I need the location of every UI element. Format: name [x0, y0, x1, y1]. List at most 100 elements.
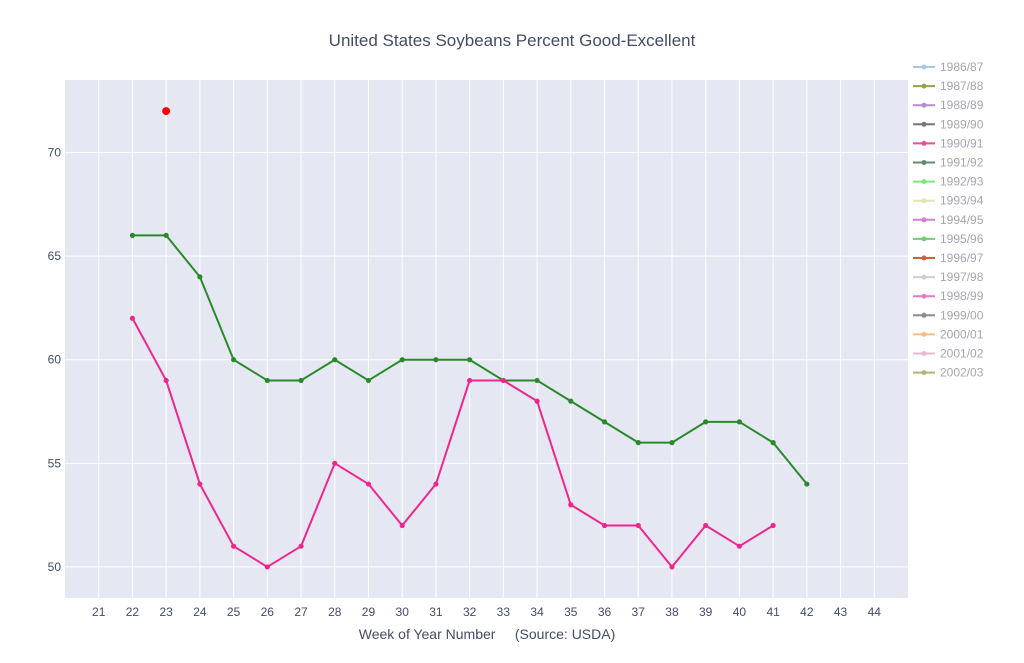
legend-swatch-marker — [921, 83, 927, 89]
x-tick-label: 34 — [530, 605, 544, 619]
x-tick-label: 21 — [92, 605, 106, 619]
legend-item[interactable]: 1987/88 — [913, 79, 984, 93]
legend-swatch-marker — [921, 179, 927, 185]
legend-item[interactable]: 1989/90 — [913, 117, 984, 131]
legend-label: 1996/97 — [940, 251, 984, 265]
series-line — [131, 317, 774, 568]
y-tick-label: 55 — [48, 456, 62, 470]
data-point — [264, 564, 270, 570]
legend-swatch-marker — [921, 312, 927, 318]
data-point — [129, 232, 136, 238]
data-point — [770, 440, 776, 446]
legend-label: 1991/92 — [940, 156, 984, 170]
legend-label: 1995/96 — [940, 232, 984, 246]
legend-swatch-marker — [921, 140, 927, 146]
data-point — [804, 481, 810, 487]
x-tick-label: 44 — [868, 605, 882, 619]
data-point — [365, 377, 372, 384]
data-point — [163, 377, 169, 384]
legend-item[interactable]: 1990/91 — [913, 136, 984, 150]
series-0 — [129, 232, 810, 487]
legend[interactable]: 1986/87 1987/88 1988/89 1989/90 1990/91 1991/… — [913, 60, 984, 380]
legend-label: 1999/00 — [940, 308, 984, 322]
x-axis-title: Week of Year Number (Source: USDA) — [359, 626, 616, 642]
legend-item[interactable]: 2000/01 — [913, 327, 984, 341]
legend-item[interactable]: 1986/87 — [913, 60, 984, 74]
data-point — [568, 398, 574, 404]
data-point — [736, 419, 743, 425]
legend-swatch-marker — [921, 331, 927, 337]
data-point — [197, 481, 203, 487]
data-point — [264, 377, 270, 384]
x-tick-label: 43 — [834, 605, 848, 619]
legend-label: 1986/87 — [940, 60, 984, 74]
legend-label: 1994/95 — [940, 213, 984, 227]
data-point — [635, 440, 641, 446]
legend-swatch-marker — [921, 160, 927, 165]
legend-swatch-marker — [921, 198, 927, 204]
data-point — [231, 357, 237, 363]
legend-label: 1992/93 — [940, 175, 984, 189]
legend-item[interactable]: 1994/95 — [913, 213, 984, 227]
legend-swatch-marker — [921, 217, 927, 223]
legend-item[interactable]: 1999/00 — [913, 308, 984, 322]
series-1 — [129, 315, 776, 570]
x-tick-label: 23 — [159, 605, 173, 619]
legend-swatch-marker — [921, 351, 927, 356]
x-axis-ticks: 21 22 23 24 25 26 27 28 29 30 31 32 33 34 35 36 37 38 39 40… — [92, 605, 881, 619]
x-tick-label: 33 — [497, 605, 511, 619]
x-tick-label: 26 — [261, 605, 275, 619]
legend-label: 1988/89 — [940, 98, 984, 112]
x-tick-label: 36 — [598, 605, 612, 619]
legend-item[interactable]: 1998/99 — [913, 289, 984, 303]
data-point — [433, 357, 439, 363]
legend-swatch-marker — [921, 370, 927, 376]
legend-item[interactable]: 1991/92 — [913, 156, 984, 170]
legend-label: 2000/01 — [940, 327, 984, 341]
legend-item[interactable]: 2001/02 — [913, 347, 984, 361]
legend-label: 1997/98 — [940, 270, 984, 284]
data-point — [332, 460, 338, 466]
legend-item[interactable]: 1992/93 — [913, 175, 984, 189]
plot-area — [65, 80, 908, 598]
grid — [65, 80, 908, 598]
x-tick-label: 31 — [429, 605, 443, 619]
legend-item[interactable]: 1997/98 — [913, 270, 984, 284]
y-axis-ticks: 50 55 60 65 70 — [48, 146, 62, 574]
legend-item[interactable]: 1995/96 — [913, 232, 984, 246]
data-point — [669, 564, 675, 570]
y-tick-label: 60 — [48, 353, 62, 367]
data-point — [399, 357, 405, 363]
x-tick-label: 24 — [193, 605, 207, 619]
legend-swatch-marker — [921, 255, 927, 261]
data-point — [601, 419, 608, 425]
legend-item[interactable]: 1996/97 — [913, 251, 984, 265]
data-point — [635, 522, 641, 529]
data-point — [231, 543, 237, 549]
data-point — [534, 377, 540, 384]
legend-swatch-marker — [921, 121, 927, 127]
legend-item[interactable]: 1993/94 — [913, 194, 984, 208]
data-point — [601, 522, 608, 529]
x-tick-label: 40 — [733, 605, 747, 619]
x-tick-label: 37 — [632, 605, 646, 619]
legend-label: 2001/02 — [940, 347, 984, 361]
legend-label: 1989/90 — [940, 117, 984, 131]
series-2 — [162, 107, 171, 116]
x-tick-label: 29 — [362, 605, 376, 619]
data-point — [332, 357, 338, 363]
data-point — [568, 502, 574, 508]
data-point — [703, 419, 709, 425]
data-point — [197, 274, 203, 280]
data-point — [534, 398, 540, 404]
x-tick-label: 28 — [328, 605, 342, 619]
y-tick-label: 50 — [48, 560, 62, 574]
x-tick-label: 38 — [665, 605, 679, 619]
data-point — [703, 522, 709, 529]
x-tick-label: 30 — [396, 605, 410, 619]
legend-item[interactable]: 2002/03 — [913, 366, 984, 380]
legend-item[interactable]: 1988/89 — [913, 98, 984, 112]
data-point — [162, 107, 171, 116]
data-point — [365, 481, 372, 487]
